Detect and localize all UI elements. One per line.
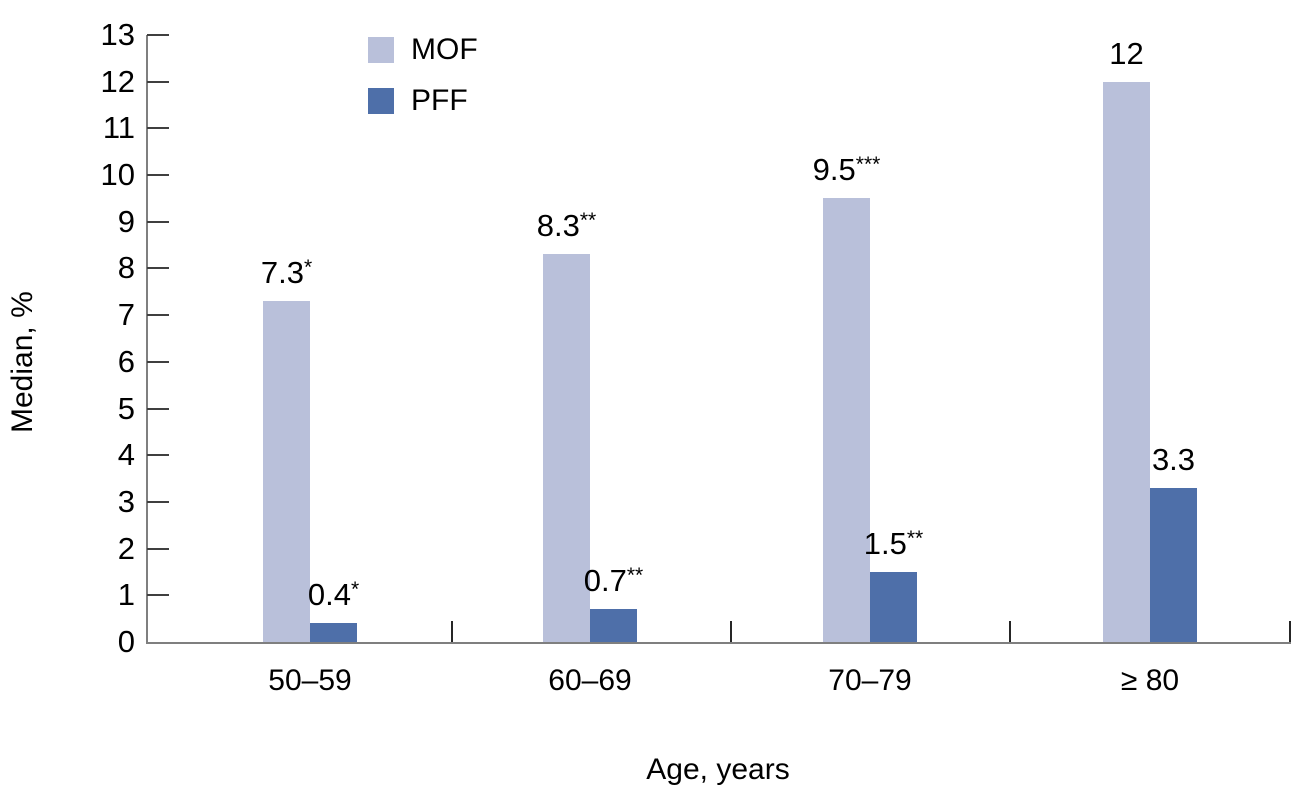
legend-swatch-pff	[368, 88, 394, 114]
x-category-label: 50–59	[268, 664, 352, 697]
value-label-pff-0: 0.4*	[307, 577, 360, 613]
y-axis-tick	[147, 547, 169, 550]
legend-label-mof: MOF	[411, 33, 478, 66]
y-axis-tick-label: 5	[117, 390, 135, 426]
y-axis-tick	[147, 454, 169, 457]
y-axis-tick-label: 9	[117, 203, 135, 239]
y-axis-tick-label: 2	[117, 530, 135, 566]
x-axis-line	[146, 642, 1291, 644]
legend: MOF PFF	[368, 34, 478, 117]
y-axis-tick	[147, 594, 169, 597]
value-label-pff-1: 0.7**	[583, 563, 644, 599]
legend-swatch-mof	[368, 37, 394, 63]
bar-pff-0	[310, 623, 357, 642]
y-axis-tick-label: 1	[117, 577, 135, 613]
y-axis-tick	[147, 500, 169, 503]
bar-pff-1	[590, 609, 637, 642]
y-axis-tick-label: 13	[100, 17, 135, 52]
value-label-pff-2: 1.5**	[863, 525, 924, 561]
y-axis-line	[146, 35, 148, 644]
value-label-mof-0: 7.3*	[260, 255, 313, 291]
y-axis-tick	[147, 174, 169, 177]
y-axis-tick-label: 3	[117, 483, 135, 519]
y-axis-tick-label: 7	[117, 297, 135, 333]
x-category-label: 60–69	[548, 664, 632, 697]
y-axis-tick-label: 12	[100, 63, 135, 99]
bar-mof-2	[823, 198, 870, 642]
y-axis-tick-label: 6	[117, 343, 135, 379]
y-axis-tick	[147, 360, 169, 363]
y-axis-tick	[147, 127, 169, 130]
x-axis-tick	[730, 621, 732, 642]
bar-pff-2	[870, 571, 917, 642]
y-axis-tick-label: 4	[117, 437, 135, 473]
legend-item-mof: MOF	[368, 34, 478, 66]
y-axis-tick-label: 8	[117, 250, 135, 286]
y-axis-tick-label: 0	[117, 624, 135, 659]
value-label-pff-3: 3.3	[1151, 441, 1196, 477]
legend-item-pff: PFF	[368, 85, 478, 117]
x-axis-tick	[451, 621, 453, 642]
y-axis-tick	[147, 407, 169, 410]
x-axis-title: Age, years	[646, 753, 790, 786]
value-label-mof-1: 8.3**	[536, 208, 597, 244]
x-axis-tick	[1289, 621, 1291, 642]
bar-mof-1	[543, 254, 590, 642]
y-axis-tick	[147, 267, 169, 270]
y-axis-tick	[147, 220, 169, 223]
x-category-label: ≥ 80	[1120, 664, 1180, 697]
y-axis-tick-label: 10	[100, 157, 135, 193]
value-label-mof-3: 12	[1109, 35, 1144, 71]
x-category-label: 70–79	[828, 664, 912, 697]
x-axis-tick	[1009, 621, 1011, 642]
y-axis-tick-label: 11	[102, 110, 135, 146]
y-axis-tick	[147, 34, 169, 36]
legend-label-pff: PFF	[411, 84, 468, 117]
bar-mof-0	[263, 301, 310, 642]
y-axis-tick	[147, 80, 169, 83]
value-label-mof-2: 9.5***	[812, 152, 881, 188]
y-axis-tick	[147, 314, 169, 317]
bar-pff-3	[1150, 487, 1197, 642]
bar-mof-3	[1103, 81, 1150, 642]
